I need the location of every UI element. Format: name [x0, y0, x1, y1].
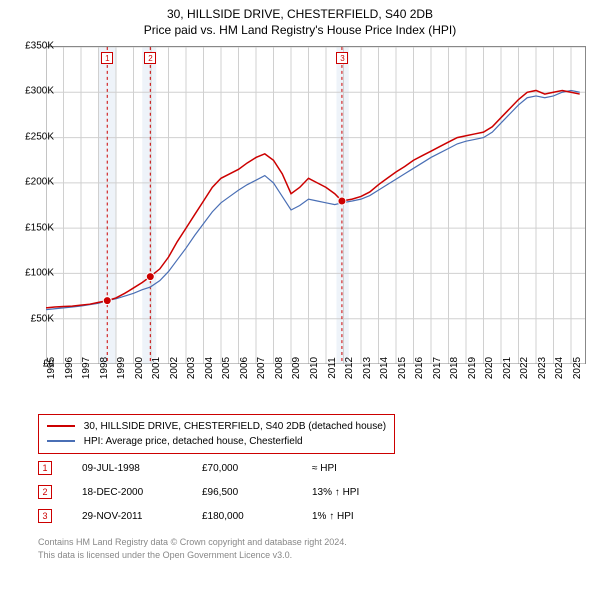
y-tick-label: £50K: [31, 313, 54, 324]
y-tick-label: £100K: [25, 268, 54, 279]
chart-subtitle: Price paid vs. HM Land Registry's House …: [0, 23, 600, 41]
x-tick-label: 2007: [256, 357, 267, 379]
chart-title: 30, HILLSIDE DRIVE, CHESTERFIELD, S40 2D…: [0, 0, 600, 23]
footer: Contains HM Land Registry data © Crown c…: [38, 536, 347, 561]
sale-diff: 13% ↑ HPI: [312, 487, 432, 498]
y-tick-label: £350K: [25, 41, 54, 52]
x-tick-label: 2005: [221, 357, 232, 379]
sale-date: 29-NOV-2011: [82, 511, 202, 522]
x-tick-label: 2016: [414, 357, 425, 379]
footer-line: This data is licensed under the Open Gov…: [38, 549, 347, 562]
x-tick-label: 2024: [554, 357, 565, 379]
x-tick-label: 2022: [519, 357, 530, 379]
x-tick-label: 2009: [291, 357, 302, 379]
x-tick-label: 2003: [186, 357, 197, 379]
sale-marker-on-chart: 1: [101, 52, 113, 64]
sale-row: 1 09-JUL-1998 £70,000 ≈ HPI: [38, 456, 432, 480]
y-tick-label: £200K: [25, 177, 54, 188]
x-tick-label: 1997: [81, 357, 92, 379]
x-tick-label: 2019: [467, 357, 478, 379]
x-tick-label: 1996: [64, 357, 75, 379]
chart-container: 30, HILLSIDE DRIVE, CHESTERFIELD, S40 2D…: [0, 0, 600, 590]
sale-marker: 3: [38, 509, 52, 523]
sale-price: £96,500: [202, 487, 312, 498]
chart-area: [46, 46, 586, 364]
x-tick-label: 1998: [99, 357, 110, 379]
x-tick-label: 2013: [362, 357, 373, 379]
legend-item: 30, HILLSIDE DRIVE, CHESTERFIELD, S40 2D…: [47, 419, 386, 434]
legend-label: 30, HILLSIDE DRIVE, CHESTERFIELD, S40 2D…: [84, 421, 386, 432]
x-tick-label: 2002: [169, 357, 180, 379]
sale-date: 09-JUL-1998: [82, 463, 202, 474]
x-tick-label: 1999: [116, 357, 127, 379]
x-tick-label: 2023: [537, 357, 548, 379]
x-tick-label: 2011: [327, 357, 338, 379]
x-tick-label: 2014: [379, 357, 390, 379]
sale-row: 3 29-NOV-2011 £180,000 1% ↑ HPI: [38, 504, 432, 528]
sale-price: £70,000: [202, 463, 312, 474]
x-tick-label: 2001: [151, 357, 162, 379]
sale-diff: ≈ HPI: [312, 463, 432, 474]
sale-marker: 2: [38, 485, 52, 499]
x-tick-label: 2006: [239, 357, 250, 379]
sales-table: 1 09-JUL-1998 £70,000 ≈ HPI 2 18-DEC-200…: [38, 456, 432, 528]
chart-svg: [46, 47, 585, 364]
x-tick-label: 1995: [46, 357, 57, 379]
sale-marker: 1: [38, 461, 52, 475]
y-tick-label: £300K: [25, 86, 54, 97]
legend-label: HPI: Average price, detached house, Ches…: [84, 436, 303, 447]
legend-swatch: [47, 440, 75, 442]
x-tick-label: 2018: [449, 357, 460, 379]
x-tick-label: 2010: [309, 357, 320, 379]
x-tick-label: 2020: [484, 357, 495, 379]
x-tick-label: 2004: [204, 357, 215, 379]
sale-diff: 1% ↑ HPI: [312, 511, 432, 522]
y-tick-label: £250K: [25, 131, 54, 142]
sale-marker-on-chart: 2: [144, 52, 156, 64]
legend-item: HPI: Average price, detached house, Ches…: [47, 434, 386, 449]
legend-swatch: [47, 425, 75, 427]
footer-line: Contains HM Land Registry data © Crown c…: [38, 536, 347, 549]
x-tick-label: 2015: [397, 357, 408, 379]
y-tick-label: £150K: [25, 222, 54, 233]
sale-row: 2 18-DEC-2000 £96,500 13% ↑ HPI: [38, 480, 432, 504]
x-tick-label: 2000: [134, 357, 145, 379]
x-tick-label: 2012: [344, 357, 355, 379]
x-tick-label: 2021: [502, 357, 513, 379]
legend: 30, HILLSIDE DRIVE, CHESTERFIELD, S40 2D…: [38, 414, 395, 454]
sale-date: 18-DEC-2000: [82, 487, 202, 498]
sale-marker-on-chart: 3: [336, 52, 348, 64]
x-tick-label: 2017: [432, 357, 443, 379]
x-tick-label: 2008: [274, 357, 285, 379]
x-tick-label: 2025: [572, 357, 583, 379]
sale-price: £180,000: [202, 511, 312, 522]
